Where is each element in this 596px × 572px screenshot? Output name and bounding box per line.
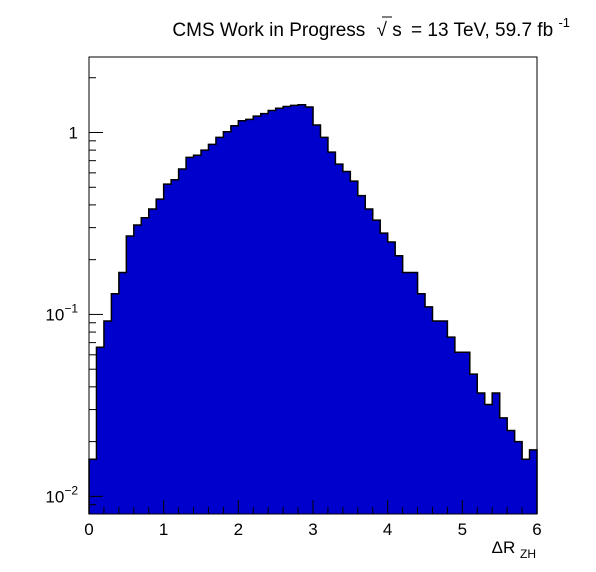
x-tick-label: 0 (84, 520, 93, 539)
histogram-bin (417, 293, 426, 514)
histogram-bin (395, 255, 404, 514)
x-tick-label: 3 (308, 520, 317, 539)
histogram-bin (223, 131, 232, 515)
x-tick-label: 6 (532, 520, 541, 539)
histogram-bin (171, 179, 180, 515)
histogram-bin (208, 144, 217, 515)
histogram-bin (275, 108, 284, 515)
histogram-bin (507, 430, 516, 514)
histogram-bin (89, 459, 98, 514)
histogram-bin (133, 225, 142, 514)
histogram-bin (111, 293, 120, 514)
histogram-bin (499, 417, 508, 514)
histogram-bin (305, 107, 314, 515)
histogram-bin (215, 137, 224, 514)
x-tick-label: 5 (458, 520, 467, 539)
histogram-bin (514, 441, 523, 514)
histogram-bin (238, 120, 247, 514)
y-axis-ticks (89, 77, 103, 515)
histogram-bin (103, 321, 112, 514)
title-sqrt-s: s (392, 20, 402, 41)
y-tick-label: 10−1 (45, 301, 78, 324)
x-axis-tick-labels: 0 1 2 3 4 5 6 (84, 520, 541, 539)
title-prefix: CMS Work in Progress (172, 20, 365, 41)
histogram-bin (313, 124, 322, 515)
histogram-bin (462, 352, 471, 514)
histogram-bin (380, 233, 389, 515)
y-axis-tick-labels: 1 10−1 10−2 (45, 123, 78, 506)
y-tick-label: 1 (69, 123, 78, 142)
histogram-bin (425, 306, 434, 514)
histogram-bin (402, 272, 411, 514)
x-axis-label-sub: ZH (520, 547, 536, 561)
histogram-bin (163, 184, 172, 515)
x-tick-label: 2 (234, 520, 243, 539)
y-tick-label: 10−2 (45, 483, 78, 506)
histogram-bin (320, 137, 329, 514)
histogram-bin (201, 150, 210, 514)
histogram-bin (118, 272, 127, 514)
histogram-bin (335, 164, 344, 515)
histogram-bin (186, 157, 195, 515)
x-axis-label-main: ΔR (492, 538, 516, 557)
histogram-bin (365, 208, 374, 514)
chart-title: CMS Work in Progress √ s = 13 TeV, 59.7 … (172, 15, 570, 41)
histogram-bin (454, 352, 463, 514)
histogram-bin (529, 449, 538, 514)
histogram-bin (357, 195, 366, 514)
histogram-bin (372, 220, 381, 514)
histogram-bin (178, 169, 187, 514)
histogram-bin (283, 106, 292, 515)
histogram-bin (290, 105, 299, 515)
x-tick-label: 4 (383, 520, 392, 539)
histogram-bin (447, 337, 456, 514)
histogram-bin (410, 272, 419, 514)
histogram-bin (439, 321, 448, 514)
title-energy: = 13 TeV, 59.7 fb (411, 20, 553, 41)
histogram-bin (156, 199, 165, 515)
histogram-bin (193, 155, 202, 515)
histogram-bin (253, 116, 262, 514)
title-lumi-exp: -1 (558, 15, 570, 30)
sqrt-symbol: √ (377, 20, 388, 41)
histogram-bin (484, 404, 493, 514)
histogram-bin (96, 347, 105, 514)
histogram-bin (432, 321, 441, 514)
histogram-bin (298, 104, 307, 514)
histogram-bin (350, 181, 359, 515)
x-tick-label: 1 (159, 520, 168, 539)
histogram-bin (268, 110, 277, 514)
histogram-bin (492, 392, 501, 514)
histogram-bin (477, 392, 486, 514)
histogram-bin (126, 235, 135, 515)
histogram-bin (469, 374, 478, 514)
histogram-outline (88, 104, 538, 514)
histogram-bin (327, 152, 336, 514)
histogram-bin (230, 125, 239, 515)
histogram-bin (148, 208, 157, 514)
x-axis-label: ΔR ZH (492, 538, 536, 561)
histogram-bars (89, 104, 538, 515)
histogram-bin (387, 242, 396, 514)
histogram-bin (260, 113, 269, 515)
histogram-bin (141, 217, 150, 514)
x-axis-ticks (88, 500, 538, 514)
histogram-bin (245, 119, 254, 514)
histogram-bin (522, 459, 531, 514)
histogram-bin (342, 171, 351, 514)
